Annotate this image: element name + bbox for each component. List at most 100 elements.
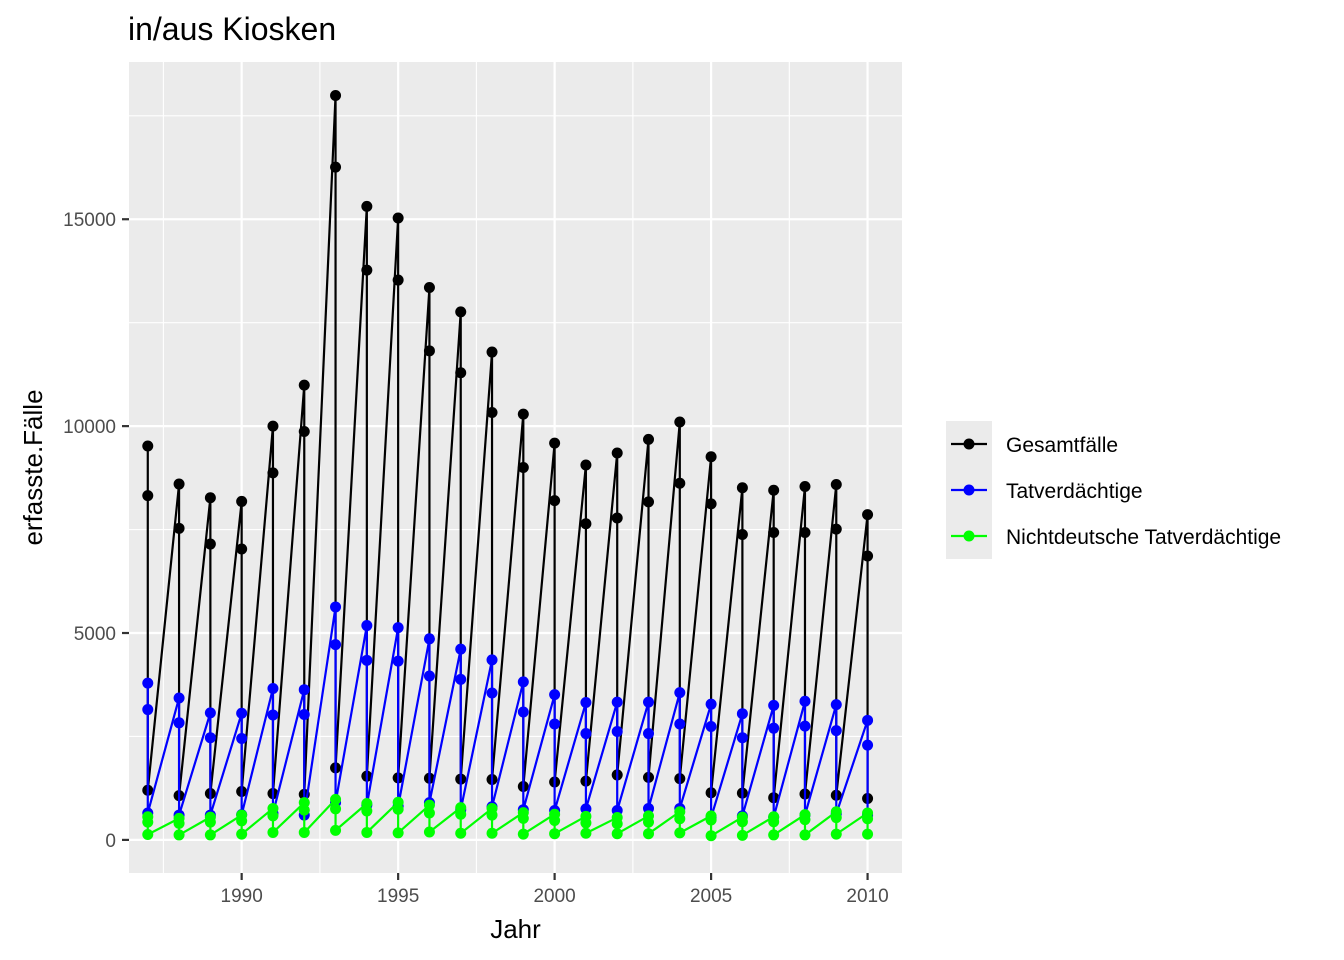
data-point [830, 725, 842, 737]
data-point [862, 813, 874, 825]
y-tick-label: 10000 [63, 417, 116, 438]
data-point [736, 529, 748, 541]
data-point [611, 828, 623, 840]
data-point [517, 828, 529, 840]
data-point [423, 799, 435, 811]
data-point [298, 684, 310, 696]
data-point [236, 707, 248, 719]
data-point [392, 274, 404, 286]
data-point [674, 687, 686, 699]
data-point [580, 728, 592, 740]
data-point [736, 708, 748, 720]
data-point [799, 695, 811, 707]
data-point [611, 447, 623, 459]
x-tick-label: 2010 [846, 886, 888, 907]
data-point [455, 643, 467, 655]
legend-item: Nichtdeutsche Tatverdächtige [951, 526, 1281, 549]
data-point [173, 829, 185, 841]
data-point [611, 696, 623, 708]
data-point [142, 440, 154, 452]
data-point [705, 698, 717, 710]
data-point [455, 306, 467, 318]
data-point [643, 828, 655, 840]
data-point [705, 830, 717, 842]
data-point [423, 633, 435, 645]
data-point [361, 264, 373, 276]
data-point [236, 828, 248, 840]
data-point [768, 484, 780, 496]
data-point [173, 817, 185, 829]
data-point [830, 478, 842, 490]
data-point [267, 682, 279, 694]
data-point [455, 673, 467, 685]
series-nichtdeutsche-tatverdächtige [142, 793, 874, 842]
data-point [204, 538, 216, 550]
data-point [549, 718, 561, 730]
data-point [173, 717, 185, 729]
data-point [142, 816, 154, 828]
data-point [330, 824, 342, 836]
data-point [611, 818, 623, 830]
data-point [330, 803, 342, 815]
data-point [236, 543, 248, 555]
data-point [674, 477, 686, 489]
data-point [643, 728, 655, 740]
data-point [423, 282, 435, 294]
data-point [830, 812, 842, 824]
data-point [361, 805, 373, 817]
data-point [674, 827, 686, 839]
data-point [674, 718, 686, 730]
data-point [267, 826, 279, 838]
data-point [361, 620, 373, 632]
data-point [330, 161, 342, 173]
x-tick-label: 2000 [533, 886, 575, 907]
data-point [204, 816, 216, 828]
data-point [486, 827, 498, 839]
data-point [736, 732, 748, 744]
data-point [423, 345, 435, 357]
data-point [705, 814, 717, 826]
data-point [298, 826, 310, 838]
data-point [267, 420, 279, 432]
legend-key-point [963, 484, 975, 496]
data-point [455, 367, 467, 379]
data-point [643, 433, 655, 445]
data-point [517, 706, 529, 718]
x-tick-label: 2005 [690, 886, 732, 907]
data-point [298, 804, 310, 816]
data-point [204, 707, 216, 719]
data-point [799, 814, 811, 826]
series-line [146, 605, 869, 819]
data-point [517, 676, 529, 688]
data-point [768, 829, 780, 841]
data-point [768, 816, 780, 828]
data-point [517, 812, 529, 824]
data-point [580, 697, 592, 709]
data-point [267, 810, 279, 822]
legend: Gesamtfälle Tatverdächtige Nichtdeutsche T… [946, 421, 1281, 559]
data-point [486, 809, 498, 821]
data-point [392, 622, 404, 634]
data-point [549, 689, 561, 701]
data-point [423, 826, 435, 838]
data-point [298, 426, 310, 438]
data-point [768, 526, 780, 538]
data-point [392, 655, 404, 667]
data-point [736, 829, 748, 841]
data-point [705, 451, 717, 463]
data-point [768, 722, 780, 734]
data-point [142, 829, 154, 841]
data-point [392, 827, 404, 839]
data-point [736, 482, 748, 494]
legend-key-point [963, 438, 975, 450]
data-point [611, 725, 623, 737]
data-point [455, 827, 467, 839]
legend-item: Gesamtfälle [951, 434, 1118, 457]
data-point [705, 498, 717, 510]
data-point [298, 709, 310, 721]
data-point [486, 687, 498, 699]
data-point [173, 478, 185, 490]
y-axis-title: erfasste.Fälle [18, 389, 48, 545]
y-tick-label: 5000 [74, 624, 116, 645]
legend-key-point [963, 530, 975, 542]
